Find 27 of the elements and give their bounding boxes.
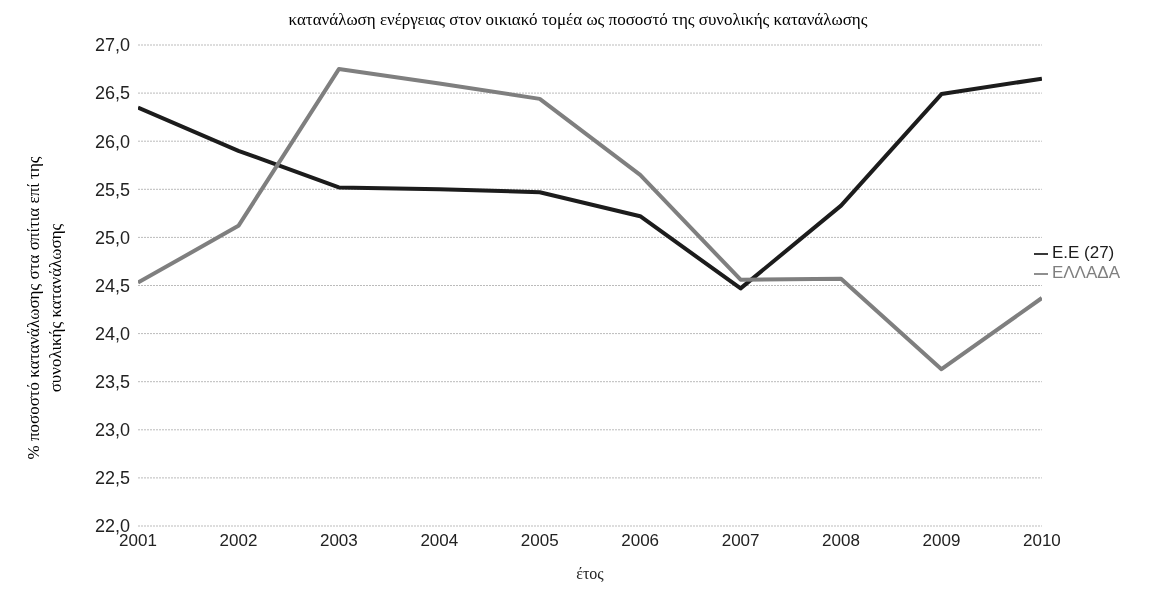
x-tick-label: 2008: [822, 531, 860, 551]
y-tick-label: 24,5: [94, 275, 130, 296]
legend-label: ΕΛΛΑΔΑ: [1051, 263, 1120, 282]
x-tick-label: 2004: [420, 531, 459, 551]
y-tick-label: 23,5: [94, 372, 130, 393]
x-axis-title: έτος: [576, 565, 605, 582]
y-tick-label: 23,0: [94, 420, 130, 441]
line-series: [138, 76, 1042, 291]
y-tick-label: 26,5: [94, 83, 130, 104]
chart-title: κατανάλωση ενέργειας στον οικιακό τομέα ως ποσοστό της συνολικής κατανάλωσης: [287, 10, 869, 30]
y-tick-label: 25,0: [94, 227, 130, 248]
x-tick-label: 2002: [219, 531, 258, 551]
x-tick-label: 2006: [621, 531, 660, 551]
y-tick-label: 26,0: [94, 131, 130, 152]
x-tick-label: 2005: [520, 531, 559, 551]
y-tick-label: 27,0: [94, 35, 130, 56]
x-tick-label: 2003: [319, 531, 358, 551]
x-tick-label: 2001: [119, 531, 157, 551]
line-series: [138, 67, 1042, 372]
legend-label: Ε.Ε (27): [1051, 243, 1115, 262]
y-axis-title: % ποσοστό κατανάλωσης στα σπίτια επί της συνολικής κατανάλωσης: [23, 155, 66, 462]
y-tick-label: 24,0: [94, 323, 130, 344]
x-tick-label: 2007: [721, 531, 760, 551]
x-tick-label: 2010: [1022, 531, 1061, 551]
y-tick-label: 25,5: [94, 179, 130, 200]
x-tick-label: 2009: [922, 531, 961, 551]
y-tick-label: 22,5: [94, 468, 130, 489]
